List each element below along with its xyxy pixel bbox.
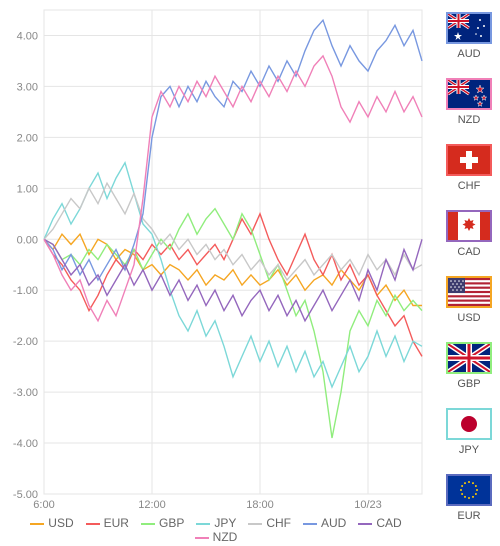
legend-item-nzd[interactable]: NZD [195,530,238,544]
legend-item-jpy[interactable]: JPY [196,516,236,530]
flag-item-cad[interactable]: CAD [440,210,498,258]
legend-item-usd[interactable]: USD [30,516,73,530]
legend-swatch-cad [358,523,372,525]
ytick-label: 0.00 [17,234,38,246]
legend-label: NZD [213,530,238,544]
flag-icon-gbp [446,342,492,374]
legend-swatch-usd [30,523,44,525]
legend-item-gbp[interactable]: GBP [141,516,184,530]
ytick-label: 1.00 [17,183,38,195]
currency-chart: -5.00-4.00-3.00-2.00-1.000.001.002.003.0… [0,0,432,546]
legend-label: CAD [376,516,401,530]
flag-item-eur[interactable]: EUR [440,474,498,522]
legend-swatch-aud [303,523,317,525]
legend-item-eur[interactable]: EUR [86,516,129,530]
ytick-label: -4.00 [13,438,38,450]
flag-icon-nzd [446,78,492,110]
flag-label: AUD [457,48,480,60]
legend-item-aud[interactable]: AUD [303,516,346,530]
flag-icon-cad [446,210,492,242]
flag-label: USD [457,312,480,324]
legend-swatch-nzd [195,537,209,539]
chart-legend: USD EUR GBP JPY CHF AUD CAD NZD [0,516,432,544]
legend-label: AUD [321,516,346,530]
ytick-label: -1.00 [13,285,38,297]
flag-label: JPY [459,444,479,456]
flag-panel: AUD NZD CHF CAD USD GBP JPY EUR [440,12,498,540]
flag-icon-usd [446,276,492,308]
xtick-label: 12:00 [138,499,166,511]
legend-label: CHF [266,516,291,530]
legend-item-cad[interactable]: CAD [358,516,401,530]
chart-svg: -5.00-4.00-3.00-2.00-1.000.001.002.003.0… [0,0,432,516]
ytick-label: 2.00 [17,132,38,144]
flag-item-aud[interactable]: AUD [440,12,498,60]
xtick-label: 18:00 [246,499,274,511]
legend-swatch-gbp [141,523,155,525]
legend-label: JPY [214,516,236,530]
flag-item-usd[interactable]: USD [440,276,498,324]
ytick-label: -2.00 [13,336,38,348]
flag-icon-aud [446,12,492,44]
flag-icon-eur [446,474,492,506]
flag-item-jpy[interactable]: JPY [440,408,498,456]
xtick-label: 6:00 [33,499,54,511]
flag-label: EUR [457,510,480,522]
flag-item-gbp[interactable]: GBP [440,342,498,390]
xtick-label: 10/23 [354,499,382,511]
flag-label: GBP [457,378,480,390]
series-gbp [44,209,422,438]
flag-item-nzd[interactable]: NZD [440,78,498,126]
legend-swatch-chf [248,523,262,525]
flag-label: NZD [458,114,481,126]
ytick-label: 4.00 [17,30,38,42]
ytick-label: 3.00 [17,81,38,93]
legend-swatch-eur [86,523,100,525]
legend-label: GBP [159,516,184,530]
flag-label: CHF [458,180,481,192]
legend-swatch-jpy [196,523,210,525]
legend-item-chf[interactable]: CHF [248,516,291,530]
legend-label: USD [48,516,73,530]
flag-label: CAD [457,246,480,258]
series-eur [44,214,422,357]
flag-icon-chf [446,144,492,176]
ytick-label: -3.00 [13,387,38,399]
legend-label: EUR [104,516,129,530]
flag-icon-jpy [446,408,492,440]
flag-item-chf[interactable]: CHF [440,144,498,192]
series-chf [44,183,422,280]
series-cad [44,239,422,320]
